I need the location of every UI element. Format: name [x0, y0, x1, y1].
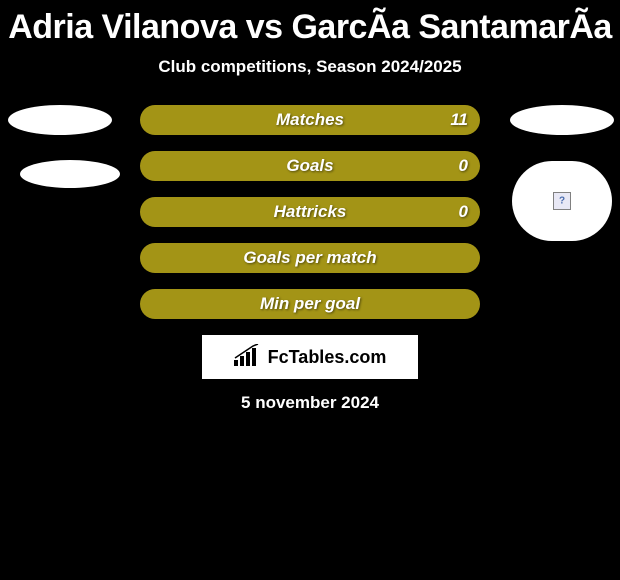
stat-row-goals-per-match: Goals per match — [140, 243, 480, 273]
stat-label: Hattricks — [274, 202, 347, 222]
stat-value-right: 0 — [459, 156, 468, 176]
page-title: Adria Vilanova vs GarcÃa SantamarÃa — [0, 0, 620, 47]
attribution-box: FcTables.com — [202, 335, 418, 379]
page-subtitle: Club competitions, Season 2024/2025 — [0, 57, 620, 77]
stat-label: Goals per match — [243, 248, 376, 268]
footer-date: 5 november 2024 — [0, 393, 620, 413]
avatar-placeholder-right-1 — [510, 105, 614, 135]
broken-image-icon — [553, 192, 571, 210]
main-content: Matches 11 Goals 0 Hattricks 0 Goals per… — [0, 105, 620, 413]
stat-label: Matches — [276, 110, 344, 130]
stat-label: Goals — [286, 156, 333, 176]
avatar-placeholder-left-2 — [20, 160, 120, 188]
stats-bars: Matches 11 Goals 0 Hattricks 0 Goals per… — [140, 105, 480, 319]
stat-value-right: 0 — [459, 202, 468, 222]
stat-row-matches: Matches 11 — [140, 105, 480, 135]
stat-value-right: 11 — [450, 110, 468, 130]
bars-icon — [234, 344, 262, 371]
attribution-text: FcTables.com — [268, 347, 387, 368]
stat-row-goals: Goals 0 — [140, 151, 480, 181]
avatar-placeholder-right-2 — [512, 161, 612, 241]
stat-label: Min per goal — [260, 294, 360, 314]
avatar-placeholder-left-1 — [8, 105, 112, 135]
stat-row-hattricks: Hattricks 0 — [140, 197, 480, 227]
stat-row-min-per-goal: Min per goal — [140, 289, 480, 319]
